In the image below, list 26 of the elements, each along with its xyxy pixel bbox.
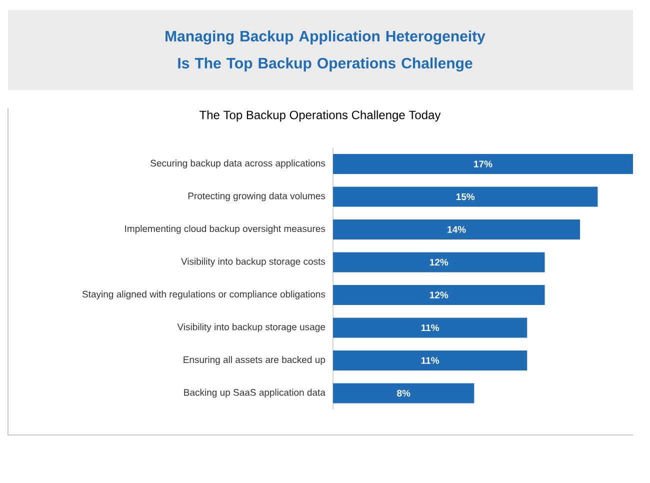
bar (333, 284, 545, 305)
y-tick-label: Securing backup data across applications (150, 160, 326, 168)
y-tick-label: Staying aligned with regulations or compliance obligations (82, 290, 326, 300)
chart-subtitle: The Top Backup Operations Challenge Today (200, 110, 441, 122)
bar (333, 186, 598, 207)
data-label: 12% (430, 292, 448, 298)
data-label: 8% (397, 390, 410, 397)
data-label: 17% (474, 160, 492, 168)
data-label: 12% (430, 258, 448, 266)
bar (333, 318, 528, 338)
bar (333, 383, 474, 404)
y-tick-label: Protecting growing data volumes (188, 192, 326, 202)
data-label: 14% (448, 226, 466, 233)
chart-title: Managing Backup Application Heterogeneity Is The Top Backup Operations Challenge (166, 30, 486, 72)
y-tick-label: Visibility into backup storage usage (177, 323, 326, 332)
data-label: 15% (456, 193, 475, 200)
data-label: 11% (421, 357, 440, 364)
y-tick-label: Backing up SaaS application data (184, 388, 326, 398)
y-tick-label: Ensuring all assets are backed up (184, 356, 326, 365)
data-label: 11% (421, 324, 440, 332)
y-tick-label: Visibility into backup storage costs (181, 258, 326, 267)
bar (333, 219, 580, 240)
bar (333, 154, 633, 174)
y-tick-label: Implementing cloud backup oversight measures (125, 225, 326, 234)
bar (333, 350, 528, 370)
bar (333, 252, 545, 272)
